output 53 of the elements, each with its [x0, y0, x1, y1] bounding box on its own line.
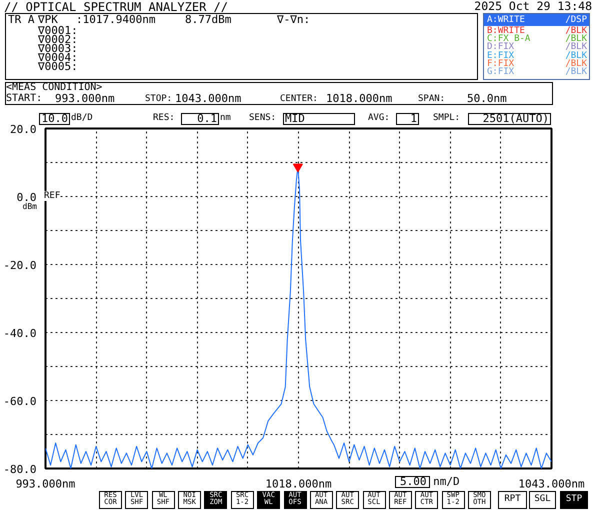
chart-title: // OPTICAL SPECTRUM ANALYZER // — [4, 0, 228, 14]
text: SGL — [533, 494, 552, 505]
text: F:FIX — [487, 59, 514, 69]
x-axis-title: 5.00 nm/D — [400, 475, 460, 489]
y-axis-title: dBm — [22, 202, 37, 212]
y-tick-label: 20.0 — [10, 123, 37, 136]
text: RPT — [503, 494, 522, 505]
annotation: REF — [44, 190, 60, 202]
text: ∇PK — [38, 13, 58, 26]
x-tick-label: 1043.000nm — [518, 478, 585, 490]
text: 1 — [410, 112, 417, 126]
text: /BLK — [565, 50, 587, 61]
y-tick-label: -20.0 — [3, 259, 37, 272]
text: :1017.9400nm — [76, 13, 156, 27]
text: SPAN: — [418, 94, 446, 104]
text: 50.0nm — [467, 92, 507, 106]
text: 1043.000nm — [175, 92, 242, 106]
text: /BLK — [565, 59, 587, 69]
text: ∇-∇n: — [277, 13, 310, 27]
text: 2501(AUTO) — [482, 112, 549, 126]
text: TR A — [8, 13, 34, 27]
text: A:WRITE — [487, 14, 525, 26]
text: CENTER: — [280, 94, 318, 104]
y-tick-label: 0.0 — [16, 191, 37, 204]
y-tick-label: -40.0 — [3, 327, 37, 340]
text: AVG: — [368, 113, 390, 124]
text: STOP: — [145, 94, 172, 104]
text: 1018.000nm — [326, 92, 392, 106]
text: dB/D — [71, 113, 93, 124]
text: SMPL: — [433, 113, 460, 124]
y-tick-label: -60.0 — [3, 395, 37, 408]
text: SENS: — [249, 113, 276, 124]
text: /BLK — [565, 42, 587, 52]
text: /BLK — [565, 26, 587, 36]
text: G:FIX — [487, 67, 514, 78]
chart-subtitle: 2025 Oct 29 13:48 — [474, 0, 592, 14]
text: MID — [285, 112, 305, 126]
text: STP — [564, 494, 584, 505]
text: D:FIX — [487, 42, 514, 52]
text: 0.1 — [197, 112, 217, 126]
text: /DSP — [565, 14, 587, 26]
text: START: — [6, 93, 42, 105]
x-tick-label: 1018.000nm — [265, 478, 332, 490]
text: 8.77dBm — [185, 13, 232, 27]
x-tick-label: 993.000nm — [16, 478, 76, 490]
text: 993.000nm — [55, 92, 115, 106]
y-tick-label: -80.0 — [3, 463, 37, 476]
text: 10.0 — [42, 112, 68, 126]
text: RES: — [153, 113, 175, 124]
text: nm — [220, 113, 231, 124]
text: E:FIX — [487, 50, 514, 61]
text: /BLK — [565, 67, 587, 78]
text: <MEAS CONDITION> — [6, 82, 102, 94]
